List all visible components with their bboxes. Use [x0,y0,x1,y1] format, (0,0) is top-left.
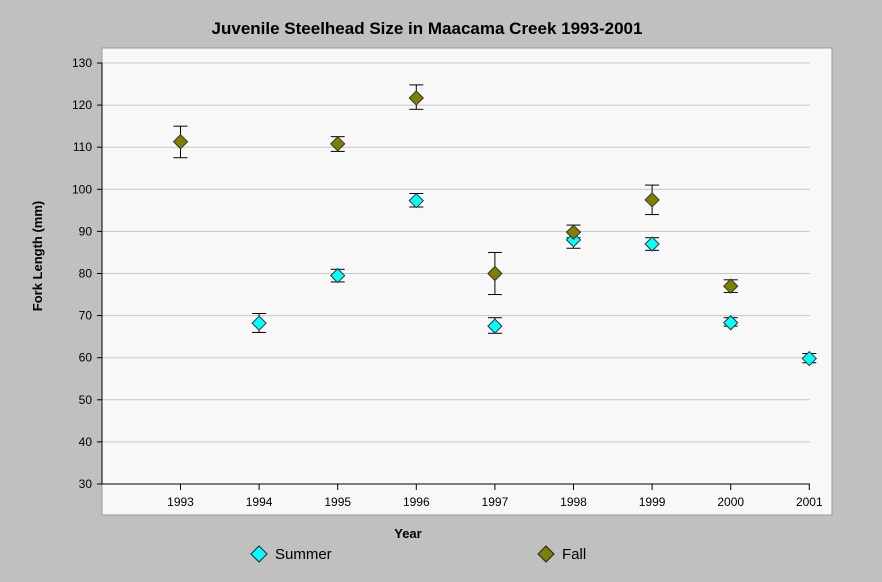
y-tick-label: 100 [72,182,92,196]
y-tick-label: 80 [79,267,93,281]
legend-label-summer: Summer [275,545,332,563]
fall-data-point [644,192,660,208]
legend-item-fall: Fall [536,544,586,564]
summer-data-point [487,318,503,334]
fall-data-point [172,134,189,150]
x-tick-label: 1994 [246,495,273,509]
x-tick-label: 1997 [482,495,509,509]
fall-data-point [722,278,739,294]
y-tick-label: 130 [72,56,92,70]
y-tick-label: 90 [79,224,93,238]
summer-data-point [251,315,267,331]
fall-diamond-icon [537,545,555,563]
y-tick-label: 70 [79,309,93,323]
y-tick-label: 110 [73,140,92,154]
y-tick-label: 40 [79,435,93,449]
x-tick-label: 2001 [796,495,823,509]
summer-diamond-icon [250,545,268,563]
summer-data-point [644,236,660,252]
y-tick-label: 30 [79,477,93,491]
x-tick-label: 1999 [639,495,666,509]
chart-title: Juvenile Steelhead Size in Maacama Creek… [211,19,643,38]
x-tick-label: 2000 [717,495,744,509]
x-tick-label: 1995 [324,495,351,509]
x-axis-label: Year [394,526,421,541]
summer-data-point [329,267,346,284]
legend-item-summer: Summer [249,544,332,564]
y-tick-label: 60 [79,351,93,365]
fall-data-point [329,136,346,152]
x-tick-label: 1998 [560,495,587,509]
legend-label-fall: Fall [562,545,587,563]
plot-area [101,47,833,516]
summer-data-point [722,315,739,331]
y-axis-label: Fork Length (mm) [30,201,45,312]
summer-data-point [408,192,425,209]
y-tick-label: 120 [72,98,92,112]
y-tick-label: 50 [79,393,93,407]
fall-data-point [408,90,425,106]
x-tick-label: 1993 [167,495,194,509]
summer-data-point [801,350,818,367]
fall-data-point [565,224,582,240]
fall-data-point [487,265,503,282]
x-tick-label: 1996 [403,495,430,509]
